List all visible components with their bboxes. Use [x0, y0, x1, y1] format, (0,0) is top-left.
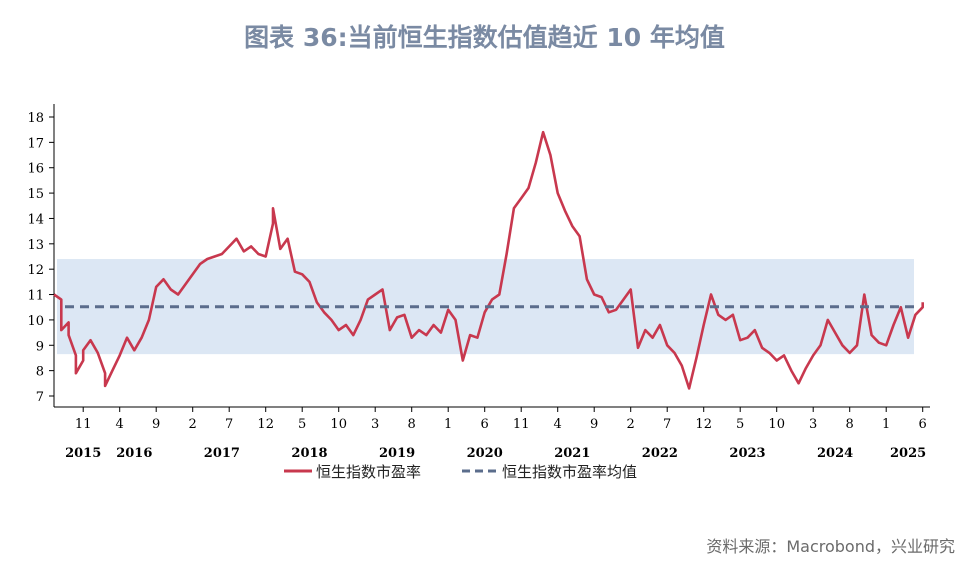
- x-tick-label: 3: [371, 417, 379, 432]
- x-year-label: 2020: [467, 446, 503, 461]
- x-tick-label: 2: [189, 417, 197, 432]
- y-tick-label: 11: [27, 289, 44, 304]
- x-year-label: 2018: [291, 446, 327, 461]
- x-tick-label: 5: [298, 417, 306, 432]
- y-tick-label: 12: [27, 263, 44, 278]
- y-tick-label: 14: [27, 212, 44, 227]
- x-year-label: 2024: [817, 446, 853, 461]
- x-tick-label: 2: [627, 417, 635, 432]
- x-tick-label: 6: [481, 417, 489, 432]
- x-year-label: 2025: [890, 446, 926, 461]
- x-year-label: 2019: [379, 446, 415, 461]
- x-year-label: 2017: [204, 446, 240, 461]
- y-axis: 7 8 9 10 11 12 13 14 15 16 17 18: [27, 104, 55, 407]
- x-tick-label: 1: [882, 417, 890, 432]
- x-tick-label: 7: [225, 417, 233, 432]
- x-tick-label: 9: [152, 417, 160, 432]
- source-note: 资料来源：Macrobond，兴业研究: [706, 537, 955, 556]
- pe-ratio-line: [53, 130, 924, 390]
- y-tick-label: 10: [27, 314, 44, 329]
- x-tick-label: 11: [75, 417, 92, 432]
- x-tick-label: 3: [809, 417, 817, 432]
- x-tick-label: 1: [444, 417, 452, 432]
- chart-title: 图表 36:当前恒生指数估值趋近 10 年均值: [244, 23, 725, 52]
- x-tick-label: 11: [513, 417, 530, 432]
- x-year-label: 2015: [65, 446, 101, 461]
- y-tick-label: 13: [27, 238, 44, 253]
- legend-label-pe-mean: 恒生指数市盈率均值: [502, 463, 637, 481]
- x-tick-label: 7: [663, 417, 671, 432]
- x-year-label: 2016: [116, 446, 152, 461]
- legend-label-pe: 恒生指数市盈率: [316, 463, 421, 481]
- x-axis: 11 4 9 2 7 12 5 10 3 8 1 6 11 4 9 2 7 12 5 10 3 8 1 6 2015 2016 20…: [54, 406, 930, 461]
- x-tick-label: 5: [736, 417, 744, 432]
- x-tick-label: 10: [768, 417, 785, 432]
- legend: 恒生指数市盈率 恒生指数市盈率均值: [284, 463, 637, 481]
- x-tick-label: 4: [116, 417, 124, 432]
- x-year-label: 2022: [642, 446, 678, 461]
- x-tick-label: 12: [257, 417, 274, 432]
- y-tick-label: 16: [27, 162, 44, 177]
- x-year-label: 2021: [554, 446, 590, 461]
- y-tick-label: 9: [36, 339, 44, 354]
- y-tick-label: 18: [27, 111, 44, 126]
- x-tick-label: 8: [408, 417, 416, 432]
- x-tick-label: 8: [846, 417, 854, 432]
- x-tick-label: 12: [695, 417, 712, 432]
- x-tick-label: 10: [330, 417, 347, 432]
- x-tick-label: 6: [919, 417, 927, 432]
- y-tick-label: 7: [36, 390, 44, 405]
- y-tick-label: 17: [27, 136, 44, 151]
- x-tick-label: 9: [590, 417, 598, 432]
- x-tick-label: 4: [554, 417, 562, 432]
- y-tick-label: 8: [36, 365, 44, 380]
- y-tick-label: 15: [27, 187, 44, 202]
- x-year-label: 2023: [729, 446, 765, 461]
